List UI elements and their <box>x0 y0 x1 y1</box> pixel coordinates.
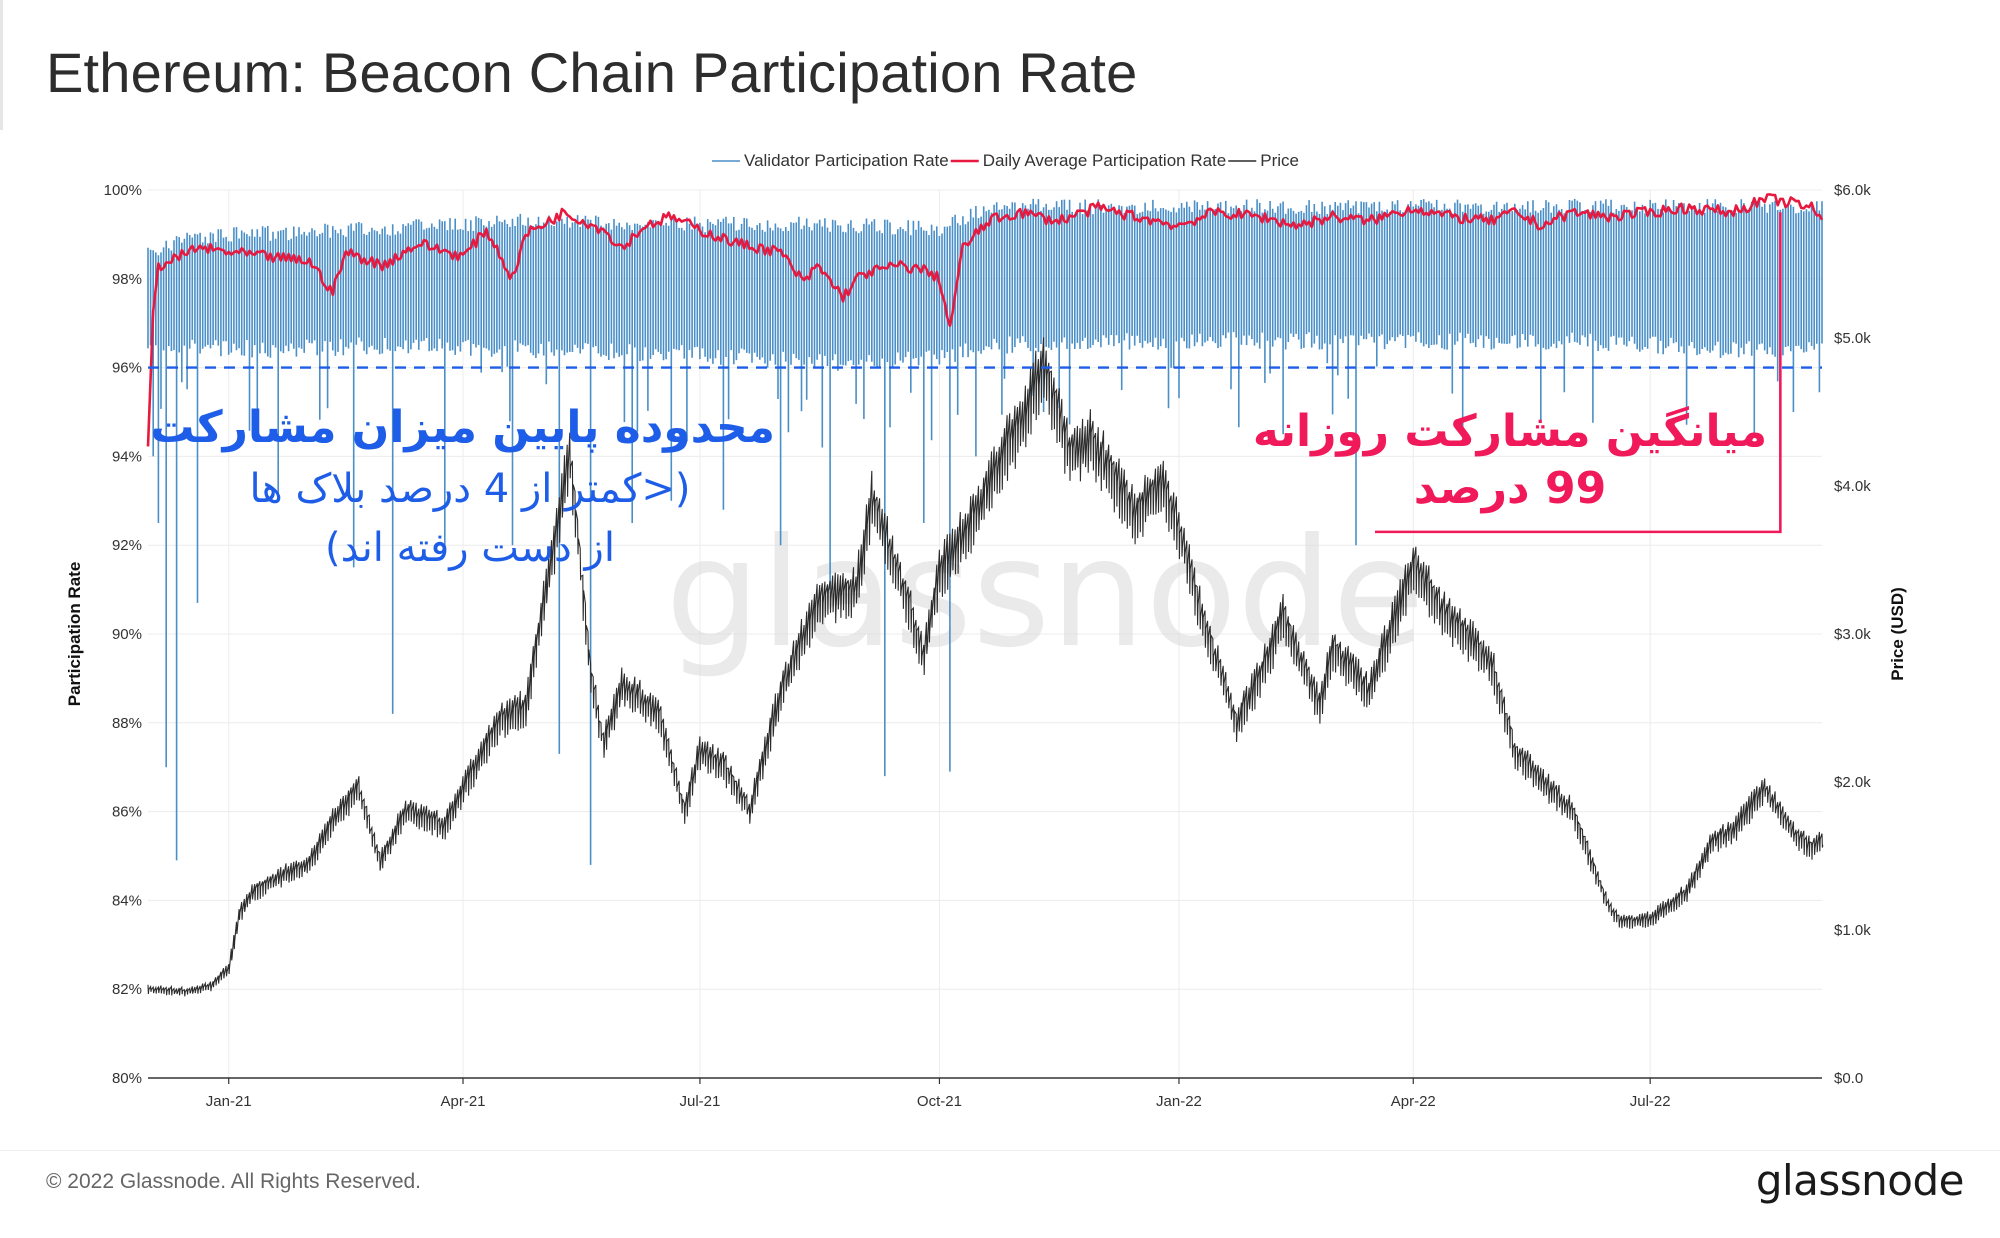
daily-average-line <box>146 193 1824 447</box>
low-range-annotation-title: محدوده پایین میزان مشارکت <box>150 402 775 453</box>
average-callout-bracket <box>1375 212 1782 534</box>
y-left-tick-label: 92% <box>112 537 142 554</box>
y-left-tick-label: 84% <box>112 892 142 909</box>
legend-item-label: Daily Average Participation Rate <box>983 151 1227 170</box>
low-range-annotation-line3: از دست رفته اند) <box>325 525 615 571</box>
y-right-tick-label: $1.0k <box>1834 922 1871 939</box>
price-line <box>147 337 1824 997</box>
y-right-tick-label: $3.0k <box>1834 626 1871 643</box>
y-right-tick-label: $2.0k <box>1834 774 1871 791</box>
price-series: Price <box>147 337 1824 997</box>
daily-average-series: Daily Average Participation Rate <box>146 193 1824 447</box>
y-right-tick-label: $4.0k <box>1834 478 1871 495</box>
y-left-axis-title: Participation Rate <box>65 562 84 707</box>
legend-item-label: Validator Participation Rate <box>744 151 949 170</box>
footer-divider <box>0 1150 2000 1151</box>
y-left-tick-label: 94% <box>112 448 142 465</box>
y-left-tick-label: 82% <box>112 981 142 998</box>
low-range-annotation-line2: (<کمتر از 4 درصد بلاک ها <box>249 466 691 512</box>
x-tick-label: Oct-21 <box>917 1093 962 1110</box>
y-left-tick-label: 90% <box>112 626 142 643</box>
y-left-tick-label: 86% <box>112 804 142 821</box>
left-accent-rule <box>0 0 3 130</box>
y-left-tick-label: 98% <box>112 271 142 288</box>
brand-logo-text: glassnode <box>1755 1156 1965 1205</box>
average-annotation-value: 99 درصد <box>1413 463 1607 514</box>
legend: Validator Participation Rate Daily Averag… <box>712 151 1299 170</box>
x-tick-label: Jul-22 <box>1630 1093 1671 1110</box>
y-right-tick-label: $0.0 <box>1834 1070 1863 1087</box>
x-tick-label: Jan-21 <box>206 1093 252 1110</box>
y-right-tick-label: $5.0k <box>1834 330 1871 347</box>
y-right-tick-label: $6.0k <box>1834 182 1871 199</box>
copyright-text: © 2022 Glassnode. All Rights Reserved. <box>46 1170 422 1193</box>
page-title: Ethereum: Beacon Chain Participation Rat… <box>46 41 1138 104</box>
x-tick-label: Jul-21 <box>679 1093 720 1110</box>
y-left-tick-label: 96% <box>112 360 142 377</box>
average-annotation-title: میانگین مشارکت روزانه <box>1252 406 1768 457</box>
average-callout <box>1375 212 1782 534</box>
axes: 80% 82% 84% 86% 88% 90% 92% 94% 96% 98% 100% $0.0 $1… <box>65 182 1907 1110</box>
x-tick-label: Apr-21 <box>440 1093 485 1110</box>
x-tick-label: Jan-22 <box>1156 1093 1202 1110</box>
x-tick-label: Apr-22 <box>1391 1093 1436 1110</box>
y-left-tick-label: 100% <box>104 182 142 199</box>
y-left-tick-label: 88% <box>112 715 142 732</box>
y-right-axis-title: Price (USD) <box>1888 587 1907 681</box>
y-left-tick-label: 80% <box>112 1070 142 1087</box>
legend-item-label: Price <box>1260 151 1299 170</box>
watermark-text: glassnode <box>665 507 1424 681</box>
